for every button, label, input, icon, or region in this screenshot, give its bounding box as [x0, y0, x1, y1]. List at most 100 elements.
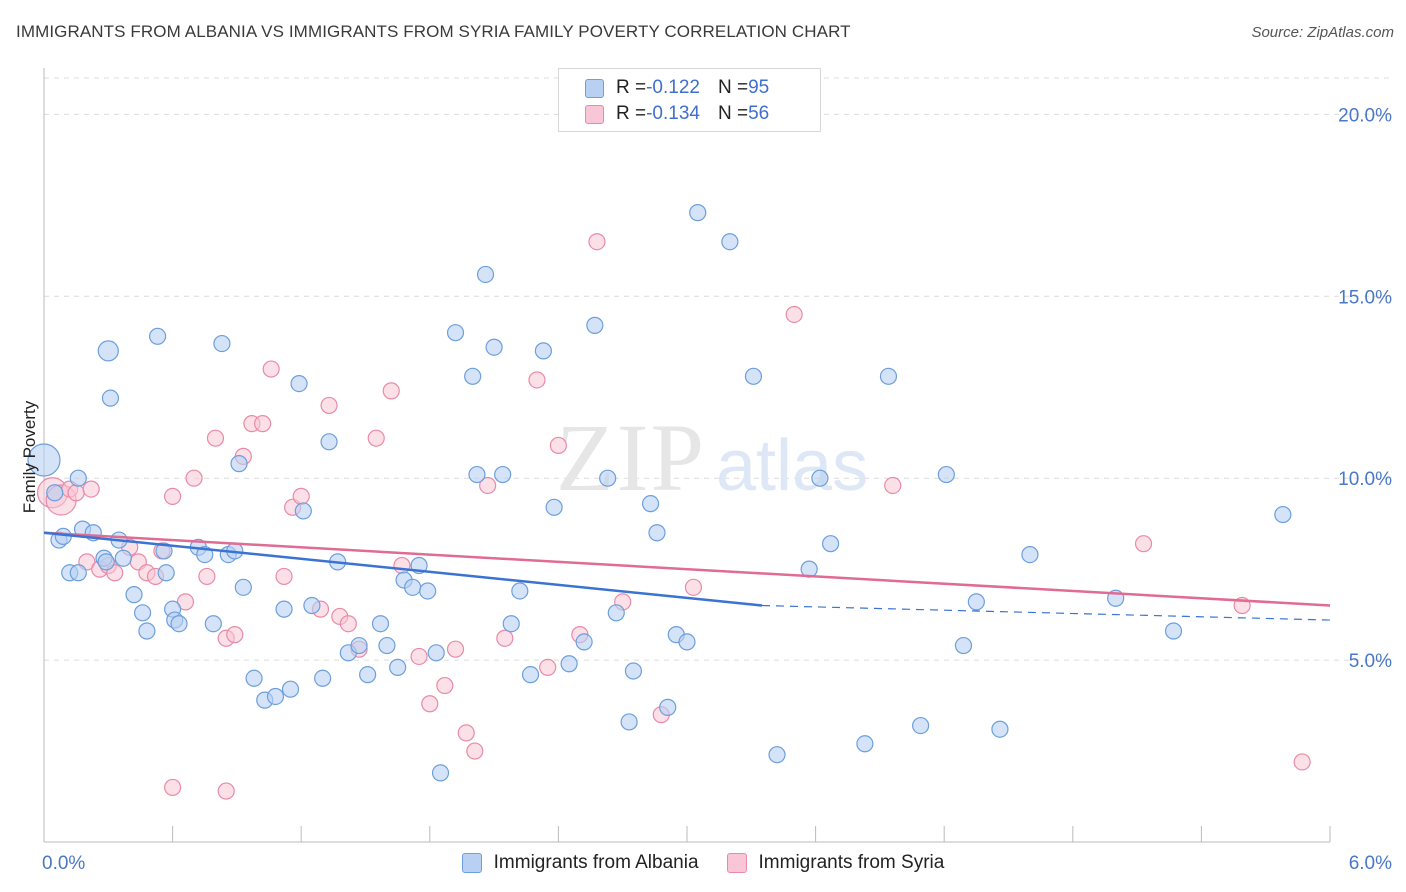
point-syria [549, 436, 568, 455]
point-syria [496, 629, 514, 647]
point-albania [419, 582, 437, 600]
series-albania [27, 204, 1292, 782]
point-syria [528, 371, 546, 389]
legend-r-label: R = [616, 103, 647, 124]
point-syria [382, 382, 400, 400]
point-syria [588, 233, 606, 251]
point-albania [607, 604, 625, 622]
point-albania [912, 716, 930, 735]
point-albania [230, 455, 248, 473]
point-albania [69, 564, 87, 582]
point-syria [436, 676, 454, 695]
bottom-legend-swatch-syria [726, 853, 747, 873]
point-albania [170, 615, 188, 633]
point-albania [97, 553, 115, 571]
legend-row-syria: R = -0.134 N = 56 [585, 101, 769, 127]
point-albania [431, 764, 450, 782]
point-albania [371, 615, 390, 633]
point-albania [545, 498, 563, 516]
point-syria [275, 567, 293, 586]
point-syria [320, 396, 338, 415]
point-albania [599, 469, 617, 487]
point-syria [82, 480, 100, 498]
grid-lines [44, 77, 1392, 661]
point-albania [502, 615, 520, 633]
point-albania [689, 204, 707, 222]
point-syria [206, 429, 225, 447]
point-albania [991, 720, 1009, 738]
point-syria [539, 658, 557, 676]
point-albania [314, 669, 332, 687]
trend-lines [43, 531, 1331, 621]
series-syria [36, 233, 1311, 800]
point-syria [466, 742, 484, 760]
point-syria [339, 615, 357, 633]
point-albania [468, 465, 486, 484]
point-albania [27, 443, 61, 477]
point-syria [198, 567, 216, 586]
point-albania [294, 502, 312, 520]
point-albania [521, 666, 540, 684]
point-albania [290, 375, 308, 393]
point-syria [421, 695, 439, 713]
point-syria [884, 476, 902, 495]
point-albania [125, 586, 143, 604]
point-syria [217, 782, 235, 800]
legend-n-label: N = [717, 103, 749, 124]
point-albania [320, 433, 338, 451]
point-albania [101, 389, 120, 407]
point-albania [485, 338, 503, 356]
point-syria [262, 360, 280, 378]
point-syria [393, 556, 411, 575]
legend-swatch-albania [585, 78, 604, 98]
trend-line-albania-extension [762, 604, 1331, 621]
point-albania [378, 636, 396, 655]
point-albania [534, 342, 552, 360]
point-albania [46, 484, 64, 502]
point-albania [511, 582, 529, 600]
point-syria [367, 429, 385, 447]
y-axis-label: Family Poverty [20, 400, 39, 513]
point-albania [768, 746, 786, 764]
bottom-legend: Immigrants from Albania Immigrants from … [0, 852, 1406, 874]
source-label: Source: ZipAtlas.com [1251, 24, 1394, 41]
point-albania [811, 469, 829, 487]
point-albania [446, 324, 465, 342]
point-albania [624, 662, 643, 680]
legend: R = -0.122 N = 95 R = -0.134 N = 56 [558, 68, 821, 132]
bottom-legend-swatch-albania [461, 853, 482, 873]
point-albania [281, 680, 300, 698]
point-albania [389, 658, 407, 676]
point-syria [479, 476, 497, 495]
point-syria [226, 626, 244, 644]
point-albania [721, 233, 739, 251]
point-albania [494, 465, 512, 484]
legend-n-value: 56 [748, 103, 770, 124]
point-albania [427, 644, 445, 662]
point-syria [254, 415, 272, 433]
point-albania [560, 655, 578, 673]
trend-line-syria [43, 531, 1331, 607]
point-syria [1134, 535, 1153, 553]
point-albania [133, 604, 152, 622]
point-albania [575, 633, 593, 651]
point-albania [648, 524, 666, 542]
point-albania [404, 578, 422, 596]
point-albania [1164, 622, 1183, 640]
point-syria [457, 724, 475, 742]
legend-r-value: -0.122 [646, 77, 700, 98]
point-albania [659, 698, 677, 716]
point-albania [350, 636, 368, 655]
chart-title: IMMIGRANTS FROM ALBANIA VS IMMIGRANTS FR… [16, 22, 851, 41]
x-tick-label: 6.0% [1349, 853, 1392, 874]
point-albania [213, 334, 231, 353]
point-albania [266, 687, 285, 706]
point-syria [185, 469, 203, 487]
point-albania [1274, 505, 1292, 524]
point-albania [856, 735, 874, 753]
point-albania [476, 265, 495, 284]
point-albania [359, 666, 377, 684]
point-albania [69, 469, 87, 487]
trend-line-albania [43, 531, 763, 607]
